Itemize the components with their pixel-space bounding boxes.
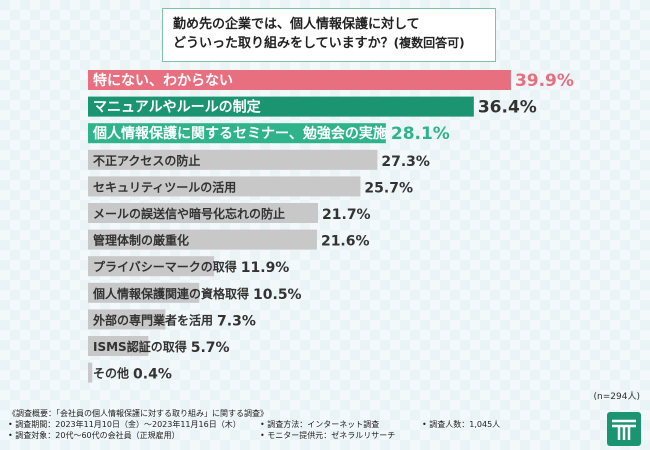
category-label-10: 外部の専門業者を活用 [93,312,213,327]
footer-heading: 《調査概要：「会社員の個人情報保護に対する取り組み」に関する調査》 [8,409,268,418]
bar-9 [88,282,200,303]
category-label-8: プライバシーマークの取得 [93,259,237,274]
footer-period: • 調査期間：2023年11月10日（金）～2023年11月16日（木） [8,420,241,429]
category-label-12: その他 [93,366,129,381]
footer-provider: • モニター提供元：ゼネラルリサーチ [260,431,396,440]
chart-title-line2: どういった取り組みをしていますか？ [173,36,394,51]
value-label-12: 0.4% [133,367,172,383]
sample-size-label: (n=294人) [593,392,640,402]
value-label-5: 25.7% [364,180,413,196]
chart-title-line1: 勤め先の企業では、個人情報保護に対して [173,17,420,32]
category-label-3: 個人情報保護に関するセミナー、勉強会の実施 [92,125,387,142]
footer-target: • 調査対象：20代～60代の会社員（正規雇用） [8,431,180,440]
chart-title-box: 勤め先の企業では、個人情報保護に対して どういった取り組みをしていますか？(複数… [162,8,496,62]
category-label-1: 特にない、わからない [93,72,233,89]
value-label-3: 28.1% [391,124,450,144]
bar-4 [88,149,378,170]
survey-footer: 《調査概要：「会社員の個人情報保護に対する取り組み」に関する調査》 • 調査期間… [8,408,500,441]
category-label-7: 管理体制の厳重化 [93,233,189,248]
bar-3 [88,123,386,144]
category-label-5: セキュリティツールの活用 [93,179,236,194]
value-label-6: 21.7% [322,207,371,223]
bar-chart: 特にない、わからない 39.9% マニュアルやルールの制定 36.4% 個人情報保護に関… [88,70,574,383]
bar-6 [88,203,319,223]
footer-method: • 調査方法：インターネット調査 [260,420,380,429]
bar-5 [88,176,361,197]
value-label-4: 27.3% [381,154,430,170]
bar-12 [88,362,93,383]
bar-8 [88,256,215,277]
value-label-7: 21.6% [321,234,370,250]
bar-10 [88,309,166,330]
chart-title-suffix: (複数回答可) [393,36,465,50]
value-label-8: 11.9% [241,260,290,276]
value-label-2: 36.4% [478,98,537,118]
value-label-1: 39.9% [515,71,574,91]
category-label-4: 不正アクセスの防止 [93,153,200,168]
category-label-2: マニュアルやルールの制定 [93,99,261,116]
value-label-9: 10.5% [253,287,302,303]
footer-count: • 調査人数：1,045人 [422,420,501,429]
bar-11 [88,336,149,356]
category-label-11: ISMS認証の取得 [93,339,187,354]
bar-2 [88,96,474,117]
bar-7 [88,229,317,250]
bar-1 [88,70,511,90]
value-label-11: 5.7% [191,340,230,356]
company-logo-icon [607,412,641,446]
category-label-9: 個人情報保護関連の資格取得 [92,286,249,301]
value-label-10: 7.3% [217,313,256,329]
category-label-6: メールの誤送信や暗号化忘れの防止 [93,206,285,221]
